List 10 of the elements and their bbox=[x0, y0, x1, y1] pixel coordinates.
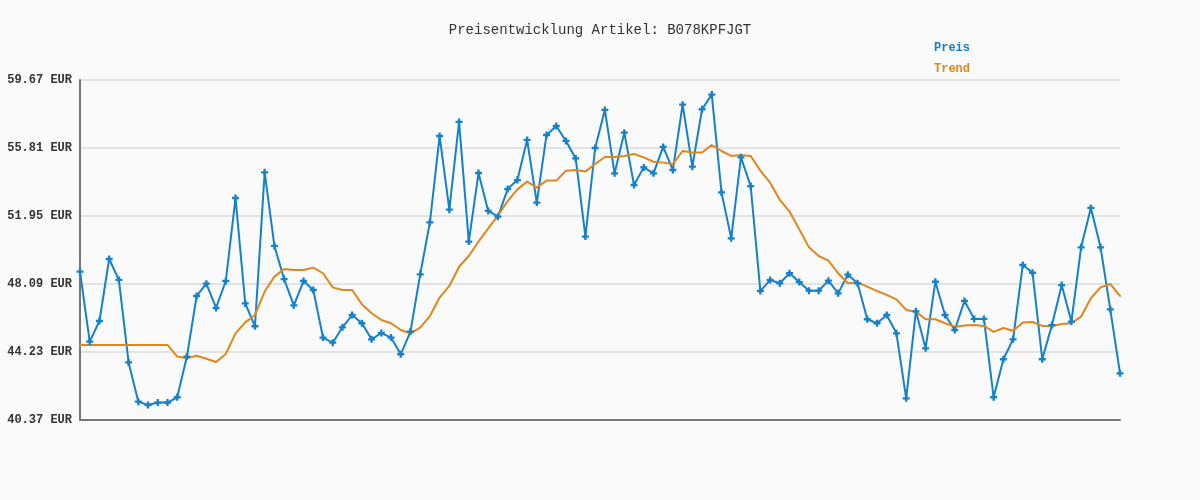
y-tick-label: 55.81 EUR bbox=[7, 141, 73, 155]
chart-title: Preisentwicklung Artikel: B078KPFJGT bbox=[448, 22, 752, 38]
line-series bbox=[79, 144, 1121, 364]
y-tick-label: 59.67 EUR bbox=[7, 73, 73, 87]
y-tick-label: 44.23 EUR bbox=[7, 345, 73, 359]
text: Preis bbox=[933, 41, 971, 55]
text: Trend bbox=[933, 62, 971, 76]
y-tick-label: 48.09 EUR bbox=[7, 277, 73, 291]
y-tick-label: 51.95 EUR bbox=[7, 209, 73, 223]
y-tick-label: 40.37 EUR bbox=[7, 413, 73, 427]
